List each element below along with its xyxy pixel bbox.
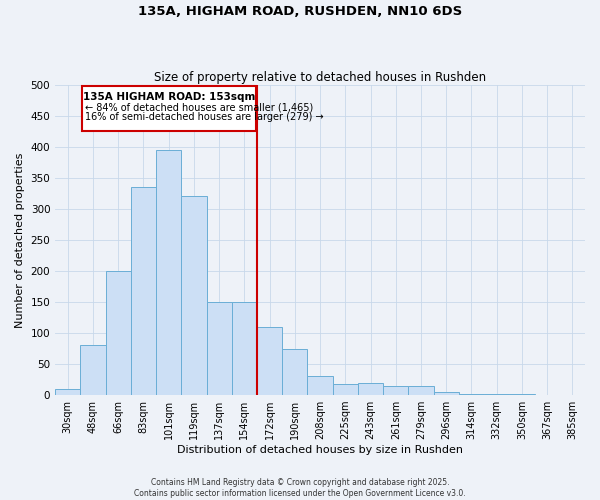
Bar xyxy=(484,394,509,395)
Bar xyxy=(307,376,332,395)
Bar xyxy=(106,271,131,395)
Bar xyxy=(257,327,282,395)
Bar xyxy=(131,187,156,395)
Bar xyxy=(282,348,307,395)
Bar xyxy=(434,392,459,395)
Bar xyxy=(509,394,535,395)
Title: Size of property relative to detached houses in Rushden: Size of property relative to detached ho… xyxy=(154,70,486,84)
Bar xyxy=(332,384,358,395)
Bar xyxy=(409,386,434,395)
Y-axis label: Number of detached properties: Number of detached properties xyxy=(15,152,25,328)
Bar xyxy=(55,389,80,395)
Bar xyxy=(459,394,484,395)
Bar xyxy=(80,346,106,395)
Text: ← 84% of detached houses are smaller (1,465): ← 84% of detached houses are smaller (1,… xyxy=(85,102,314,112)
Bar xyxy=(156,150,181,395)
Bar xyxy=(181,196,206,395)
Bar xyxy=(232,302,257,395)
Bar xyxy=(82,86,256,131)
Text: 135A, HIGHAM ROAD, RUSHDEN, NN10 6DS: 135A, HIGHAM ROAD, RUSHDEN, NN10 6DS xyxy=(138,5,462,18)
X-axis label: Distribution of detached houses by size in Rushden: Distribution of detached houses by size … xyxy=(177,445,463,455)
Bar xyxy=(358,382,383,395)
Bar xyxy=(383,386,409,395)
Text: Contains HM Land Registry data © Crown copyright and database right 2025.
Contai: Contains HM Land Registry data © Crown c… xyxy=(134,478,466,498)
Bar xyxy=(206,302,232,395)
Text: 16% of semi-detached houses are larger (279) →: 16% of semi-detached houses are larger (… xyxy=(85,112,324,122)
Text: 135A HIGHAM ROAD: 153sqm: 135A HIGHAM ROAD: 153sqm xyxy=(83,92,255,102)
